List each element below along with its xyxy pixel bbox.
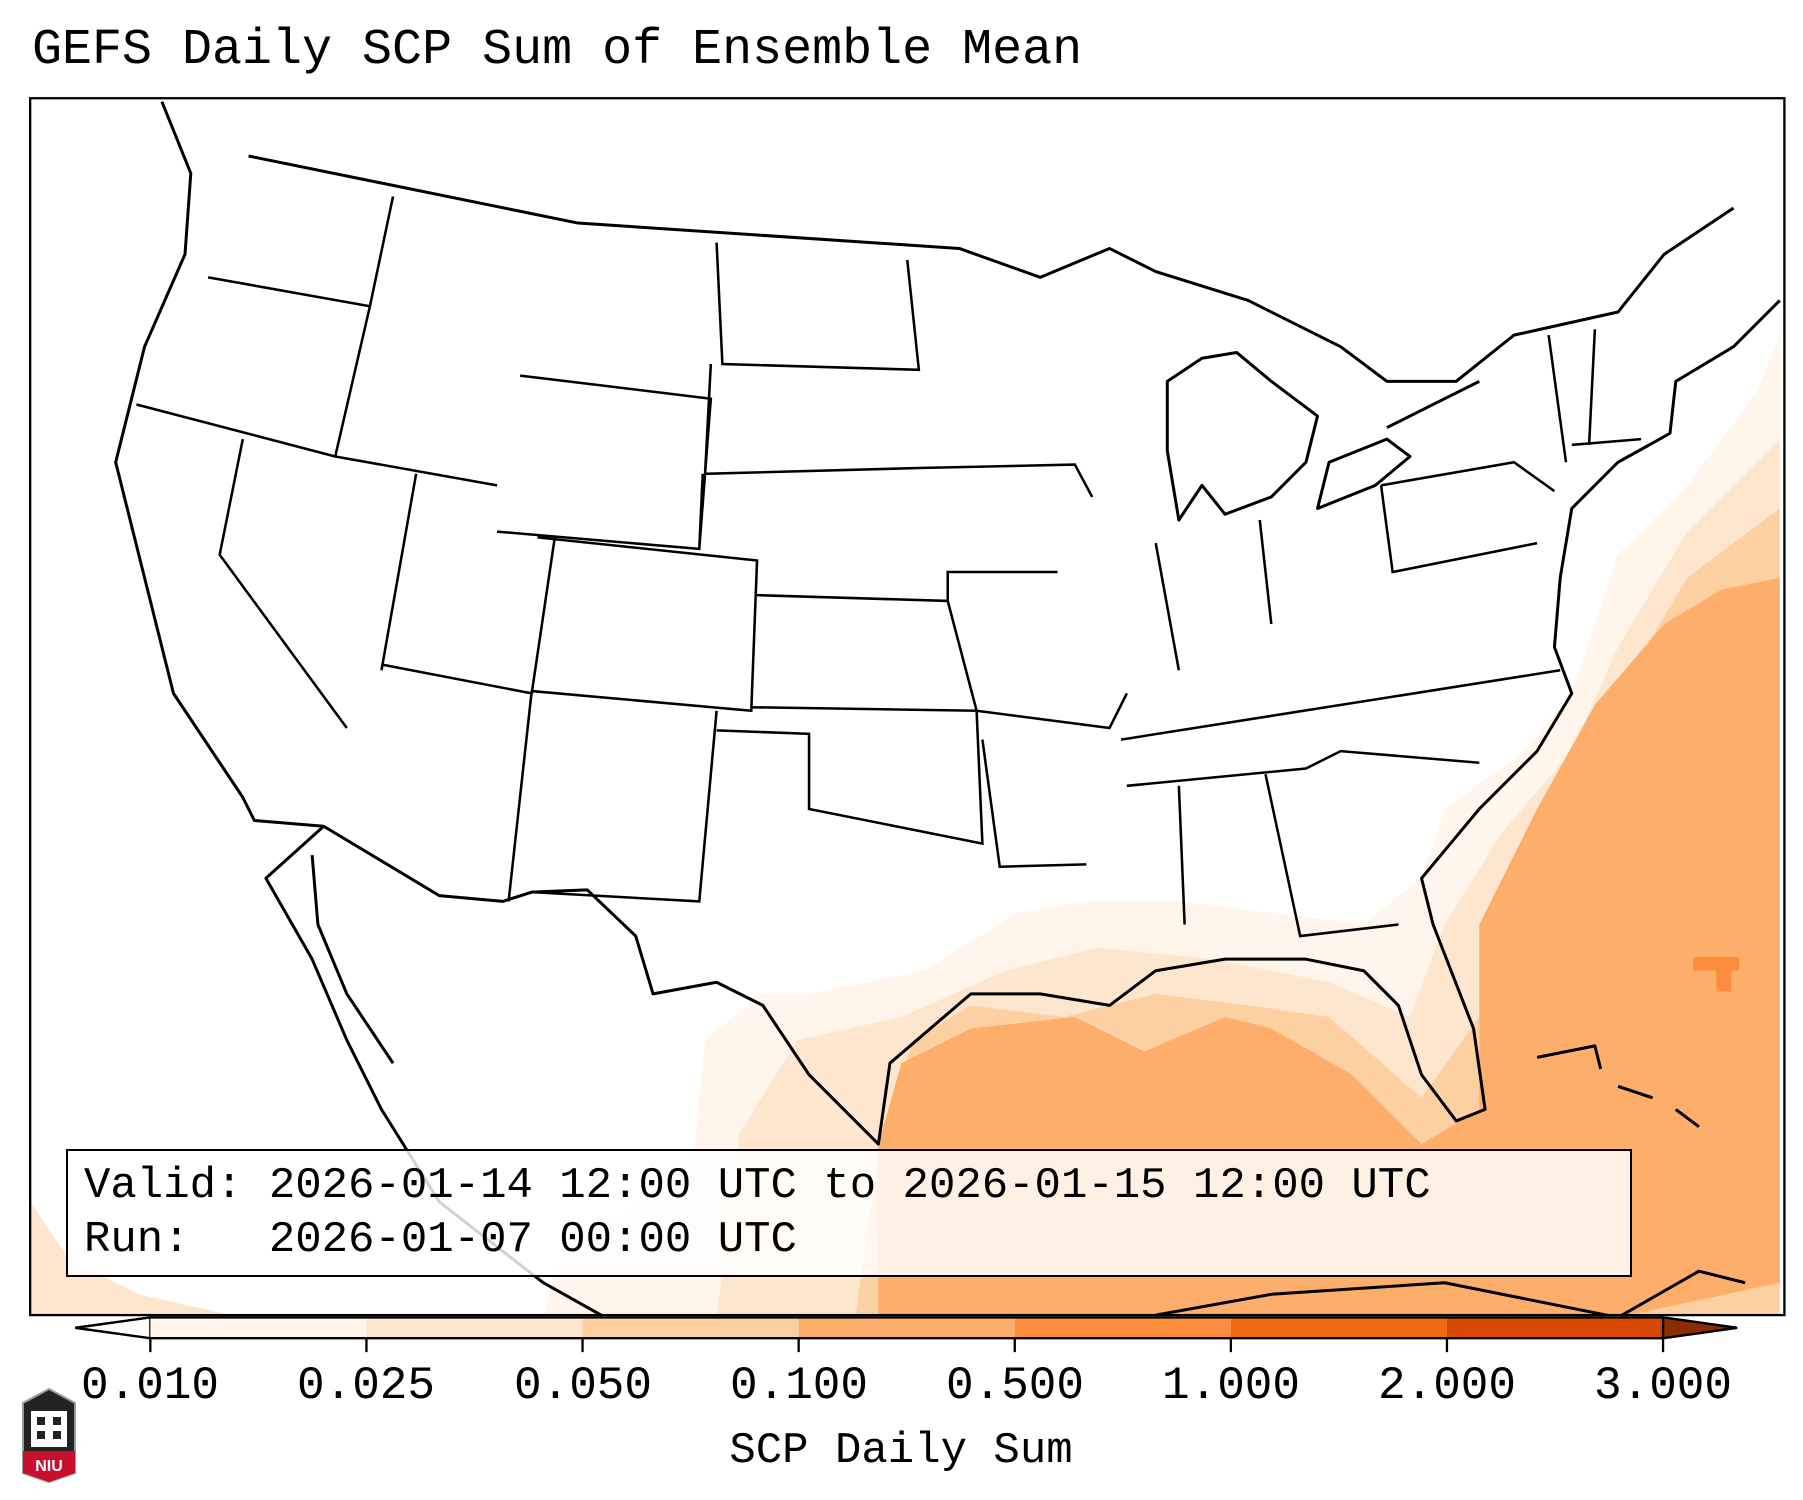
- niu-logo-icon: NIU: [22, 1387, 76, 1483]
- state-lines: [136, 196, 1642, 938]
- cuba: [1155, 1269, 1746, 1316]
- colorbar-ticks: [149, 1338, 1665, 1353]
- tick-label: 2.000: [1377, 1360, 1517, 1412]
- tick-label: 0.010: [80, 1360, 220, 1412]
- us-coastline: [114, 101, 1781, 1146]
- valid-time-box: Valid: 2026-01-14 12:00 UTC to 2026-01-1…: [66, 1149, 1632, 1277]
- colorbar-bin-3: [798, 1317, 1015, 1339]
- colorbar-bin-4: [1014, 1317, 1231, 1339]
- tick-label: 0.100: [729, 1360, 869, 1412]
- tick-label: 0.500: [945, 1360, 1085, 1412]
- tick-label: 3.000: [1593, 1360, 1733, 1412]
- colorbar-bin-0: [150, 1317, 367, 1339]
- colorbar-arrow-high: [1661, 1316, 1738, 1340]
- svg-text:NIU: NIU: [35, 1458, 63, 1475]
- bahamas: [1536, 1044, 1700, 1128]
- colorbar-bin-5: [1230, 1317, 1447, 1339]
- great-lakes: [1165, 350, 1480, 522]
- map-frame: [29, 97, 1786, 1317]
- scp-shading: [30, 335, 1780, 1316]
- colorbar-bin-1: [366, 1317, 583, 1339]
- colorbar-bin-6: [1446, 1317, 1664, 1339]
- tick-label: 0.050: [513, 1360, 653, 1412]
- tick-label: 0.025: [296, 1360, 436, 1412]
- run-text: Run: 2026-01-07 00:00 UTC: [84, 1215, 797, 1265]
- colorbar-arrow-low: [75, 1316, 152, 1340]
- valid-text: Valid: 2026-01-14 12:00 UTC to 2026-01-1…: [84, 1161, 1431, 1211]
- canada-border: [248, 154, 1735, 383]
- figure-title: GEFS Daily SCP Sum of Ensemble Mean: [32, 22, 1083, 79]
- colorbar-bin-2: [582, 1317, 799, 1339]
- baja: [310, 855, 395, 1065]
- shade-orange: [878, 577, 1780, 1316]
- tick-label: 1.000: [1161, 1360, 1301, 1412]
- shade-west: [30, 1201, 232, 1316]
- colorbar: [75, 1316, 1738, 1353]
- colorbar-label: SCP Daily Sum: [729, 1426, 1073, 1476]
